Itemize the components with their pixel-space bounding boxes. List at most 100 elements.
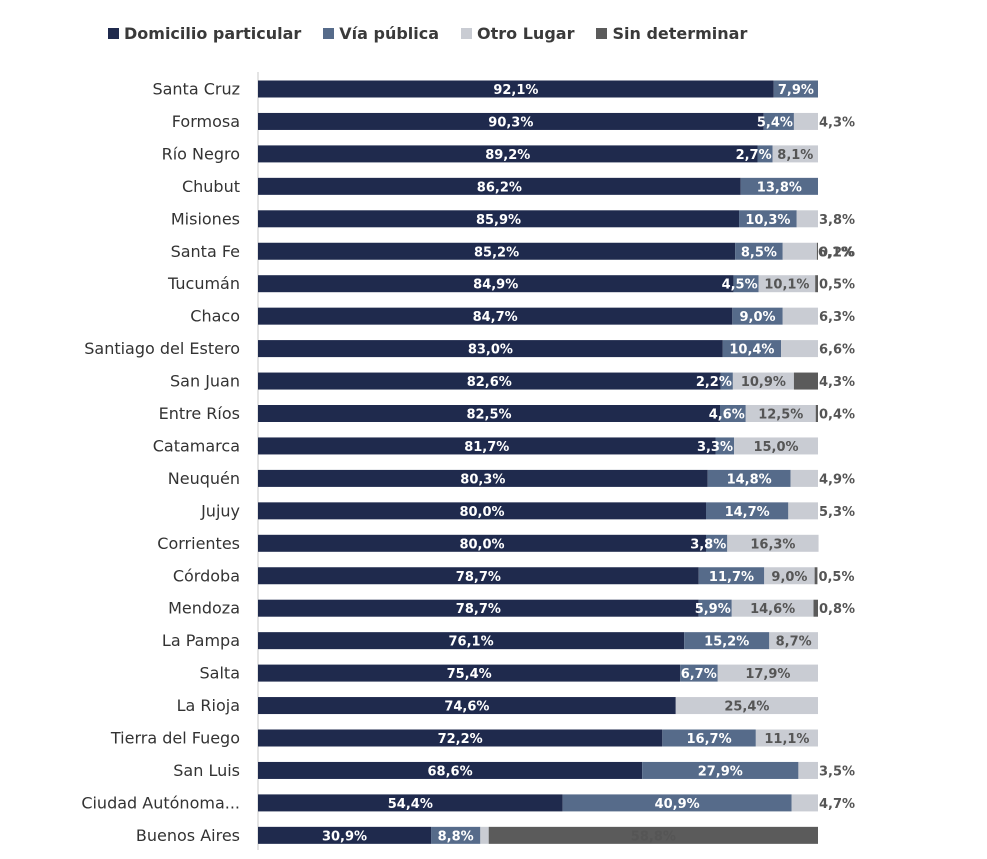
data-label-via-publica-san-luis: 27,9% xyxy=(698,764,743,779)
bar-via-publica-neuquen xyxy=(707,469,791,487)
data-label-via-publica-tierra-del-fuego: 16,7% xyxy=(687,732,732,747)
bar-via-publica-rio-negro xyxy=(757,145,773,163)
bar-via-publica-buenos-aires xyxy=(431,826,481,844)
category-label-santiago-del-estero: Santiago del Estero xyxy=(84,339,240,358)
bar-via-publica-salta xyxy=(680,664,718,682)
bar-via-publica-ciudad-autonoma xyxy=(562,794,792,812)
data-label-domicilio-particular-jujuy: 80,0% xyxy=(459,505,504,520)
bar-otro-lugar-san-juan xyxy=(732,372,794,390)
bar-otro-lugar-chaco xyxy=(782,307,818,325)
category-label-entre-rios: Entre Ríos xyxy=(159,404,240,423)
bar-otro-lugar-santiago-del-estero xyxy=(781,340,818,358)
bar-via-publica-tucuman xyxy=(733,275,759,293)
bar-via-publica-corrientes xyxy=(706,534,728,552)
data-label-domicilio-particular-buenos-aires: 30,9% xyxy=(322,829,367,844)
data-label-otro-lugar-tucuman: 10,1% xyxy=(764,278,809,293)
category-label-santa-cruz: Santa Cruz xyxy=(152,80,240,99)
data-label-otro-lugar-corrientes: 16,3% xyxy=(750,537,795,552)
bar-domicilio-particular-chaco xyxy=(258,307,733,325)
data-label-otro-lugar-formosa: 4,3% xyxy=(819,115,855,130)
data-label-otro-lugar-san-luis: 3,5% xyxy=(819,764,855,779)
data-label-domicilio-particular-mendoza: 78,7% xyxy=(456,602,501,617)
bar-otro-lugar-tucuman xyxy=(758,275,816,293)
data-label-domicilio-particular-tucuman: 84,9% xyxy=(473,278,518,293)
data-label-domicilio-particular-tierra-del-fuego: 72,2% xyxy=(438,732,483,747)
legend-item-via-publica: Vía pública xyxy=(323,24,439,43)
bar-otro-lugar-cordoba xyxy=(764,567,815,585)
legend-label-otro-lugar: Otro Lugar xyxy=(477,23,575,43)
category-label-mendoza: Mendoza xyxy=(168,599,240,618)
bar-via-publica-misiones xyxy=(739,210,797,228)
bar-domicilio-particular-la-pampa xyxy=(258,632,685,650)
category-label-corrientes: Corrientes xyxy=(157,534,240,553)
data-label-domicilio-particular-santiago-del-estero: 83,0% xyxy=(468,343,513,358)
data-label-via-publica-corrientes: 3,8% xyxy=(690,537,726,552)
bar-via-publica-chubut xyxy=(740,177,818,195)
data-label-otro-lugar-salta: 17,9% xyxy=(745,667,790,682)
bar-via-publica-entre-rios xyxy=(720,405,746,422)
data-label-sin-determinar-san-juan: 4,3% xyxy=(819,375,855,390)
data-label-sin-determinar-buenos-aires: 58,8% xyxy=(631,829,676,844)
data-label-via-publica-neuquen: 14,8% xyxy=(727,472,772,487)
bar-domicilio-particular-san-luis xyxy=(258,761,643,779)
bar-otro-lugar-neuquen xyxy=(790,469,818,487)
data-label-otro-lugar-la-rioja: 25,4% xyxy=(724,700,769,715)
bar-otro-lugar-formosa xyxy=(793,112,818,130)
category-label-san-juan: San Juan xyxy=(170,372,240,391)
category-label-la-rioja: La Rioja xyxy=(177,696,240,715)
category-label-ciudad-autonoma: Ciudad Autónoma... xyxy=(81,793,240,812)
data-label-domicilio-particular-la-rioja: 74,6% xyxy=(444,700,489,715)
bar-domicilio-particular-formosa xyxy=(258,112,764,130)
data-label-via-publica-salta: 6,7% xyxy=(681,667,717,682)
bar-otro-lugar-buenos-aires xyxy=(480,826,489,844)
bar-otro-lugar-misiones xyxy=(796,210,818,228)
legend-item-domicilio: Domicilio particular xyxy=(108,24,301,43)
bar-otro-lugar-corrientes xyxy=(727,534,819,552)
bar-domicilio-particular-santiago-del-estero xyxy=(258,340,723,358)
bar-via-publica-santiago-del-estero xyxy=(722,340,782,358)
data-label-domicilio-particular-san-luis: 68,6% xyxy=(428,764,473,779)
bar-domicilio-particular-tucuman xyxy=(258,275,734,293)
data-label-domicilio-particular-la-pampa: 76,1% xyxy=(449,635,494,650)
data-label-domicilio-particular-misiones: 85,9% xyxy=(476,213,521,228)
data-label-via-publica-mendoza: 5,9% xyxy=(695,602,731,617)
bar-sin-determinar-tucuman xyxy=(815,275,818,293)
bar-domicilio-particular-corrientes xyxy=(258,534,706,552)
data-label-via-publica-jujuy: 14,7% xyxy=(725,505,770,520)
data-label-domicilio-particular-neuquen: 80,3% xyxy=(460,472,505,487)
category-label-chaco: Chaco xyxy=(190,307,240,326)
bar-via-publica-santa-fe xyxy=(735,242,783,260)
category-label-chubut: Chubut xyxy=(182,177,240,196)
bar-domicilio-particular-jujuy xyxy=(258,502,706,520)
category-label-santa-fe: Santa Fe xyxy=(171,242,240,261)
data-label-otro-lugar-chaco: 6,3% xyxy=(819,310,855,325)
bar-otro-lugar-santa-fe xyxy=(782,242,817,260)
legend-swatch-domicilio xyxy=(108,27,119,39)
bar-sin-determinar-buenos-aires xyxy=(488,826,818,844)
data-label-via-publica-tucuman: 4,5% xyxy=(722,278,758,293)
data-label-via-publica-la-pampa: 15,2% xyxy=(704,635,749,650)
data-label-otro-lugar-mendoza: 14,6% xyxy=(750,602,795,617)
bar-via-publica-tierra-del-fuego xyxy=(662,729,756,747)
category-label-salta: Salta xyxy=(200,664,240,683)
data-label-via-publica-santiago-del-estero: 10,4% xyxy=(729,343,774,358)
category-label-tucuman: Tucumán xyxy=(167,274,240,293)
data-label-via-publica-san-juan: 2,2% xyxy=(696,375,732,390)
bar-sin-determinar-san-juan xyxy=(793,372,818,390)
bar-otro-lugar-ciudad-autonoma xyxy=(791,794,818,812)
bar-domicilio-particular-chubut xyxy=(258,177,741,195)
bar-otro-lugar-mendoza xyxy=(731,599,814,617)
legend-label-sin-determinar: Sin determinar xyxy=(612,23,748,43)
data-label-otro-lugar-san-juan: 10,9% xyxy=(741,375,786,390)
bar-domicilio-particular-salta xyxy=(258,664,681,682)
data-label-domicilio-particular-salta: 75,4% xyxy=(447,667,492,682)
category-label-rio-negro: Río Negro xyxy=(162,144,240,163)
bar-domicilio-particular-santa-fe xyxy=(258,242,736,260)
legend-label-domicilio: Domicilio particular xyxy=(124,23,302,43)
data-label-domicilio-particular-santa-cruz: 92,1% xyxy=(493,83,538,98)
data-label-via-publica-formosa: 5,4% xyxy=(757,115,793,130)
bar-domicilio-particular-ciudad-autonoma xyxy=(258,794,563,812)
data-label-domicilio-particular-cordoba: 78,7% xyxy=(456,570,501,585)
category-label-misiones: Misiones xyxy=(171,209,240,228)
